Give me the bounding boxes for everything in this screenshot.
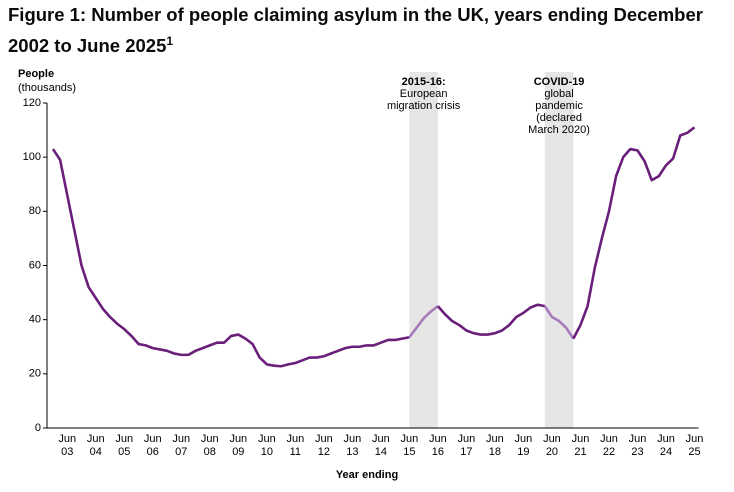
x-tick-label: Jun 05 (115, 433, 134, 458)
x-tick-label: Jun 18 (486, 433, 504, 458)
x-label: Year ending (335, 469, 399, 481)
y-label: People (18, 68, 55, 80)
x-tick-label: Jun 22 (600, 433, 618, 458)
y-tick-label: 120 (23, 97, 41, 109)
y-tick-label: 60 (29, 259, 41, 271)
annotation: 2015-16: European migration crisis (386, 76, 462, 112)
annotation-text: European migration crisis (386, 88, 461, 112)
x-tick-label: Jun 20 (543, 433, 561, 458)
x-tick-label: Jun 09 (229, 433, 248, 458)
x-tick-label: Jun 19 (514, 433, 533, 458)
chart-title: Figure 1: Number of people claiming asyl… (8, 2, 728, 59)
x-tick-label: Jun 15 (400, 433, 419, 458)
data-line (572, 126, 696, 340)
annotation-bold: 2015-16: (401, 76, 446, 88)
highlight-band (409, 72, 438, 428)
x-tick-label: Jun 24 (657, 433, 675, 458)
y-tick-label: 0 (35, 422, 41, 434)
x-tick-label: Jun 08 (200, 433, 219, 458)
x-tick-label: Jun 03 (58, 433, 77, 458)
x-tick-label: Jun 14 (372, 433, 390, 458)
y-tick-label: 100 (23, 151, 41, 163)
y-tick-label: 20 (29, 368, 41, 380)
x-tick-label: Jun 12 (314, 433, 333, 458)
x-tick-label: Jun 10 (257, 433, 276, 458)
highlight-band (544, 72, 574, 428)
x-tick-label: Jun 17 (457, 433, 476, 458)
x-tick-label: Jun 06 (143, 433, 162, 458)
y-label-units: (thousands) (18, 82, 77, 94)
x-tick-label: Jun 07 (172, 433, 191, 458)
title-text: Figure 1: Number of people claiming asyl… (8, 4, 703, 57)
data-line (436, 303, 546, 336)
annotation-text: global pandemic (declared March 2020) (528, 88, 590, 136)
annotation-bold: COVID-19 (533, 76, 585, 88)
data-line (543, 305, 575, 340)
data-line (51, 148, 410, 368)
x-tick-label: Jun 13 (343, 433, 362, 458)
y-tick-label: 80 (29, 205, 41, 217)
x-tick-label: Jun 23 (628, 433, 647, 458)
annotation: COVID-19 global pandemic (declared March… (521, 76, 597, 136)
x-tick-label: Jun 11 (286, 433, 305, 458)
y-tick-label: 40 (29, 314, 41, 326)
title-note: 1 (166, 34, 174, 48)
x-tick-label: Jun 04 (86, 433, 105, 458)
x-tick-label: Jun 21 (571, 433, 590, 458)
data-line (408, 305, 439, 339)
x-tick-label: Jun 16 (429, 433, 447, 458)
x-tick-label: Jun 25 (685, 433, 704, 458)
